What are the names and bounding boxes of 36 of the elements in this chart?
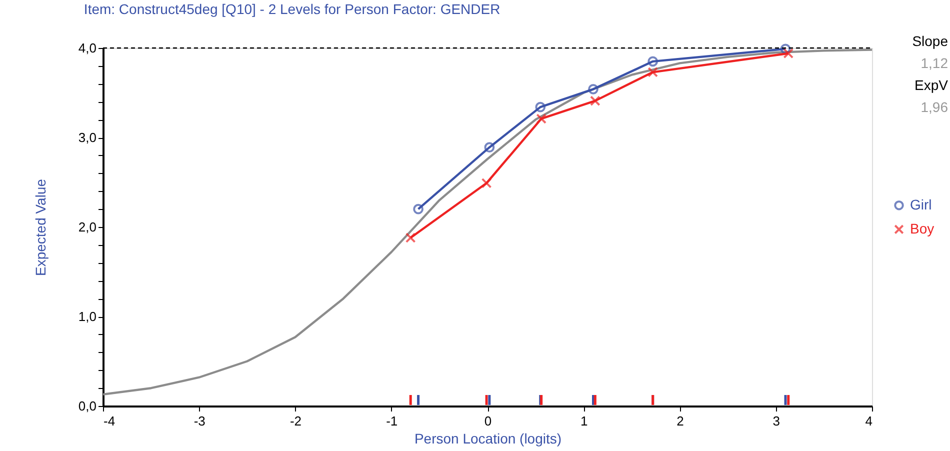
y-axis-title: Expected Value bbox=[32, 178, 48, 276]
point bbox=[648, 66, 658, 78]
text: ExpV bbox=[914, 77, 949, 93]
y-tick-label: 1,0 bbox=[78, 309, 96, 324]
x-tick-label: -2 bbox=[290, 414, 302, 428]
point bbox=[588, 84, 598, 94]
x-tick-label: -3 bbox=[194, 414, 206, 428]
x-tick-label: 3 bbox=[772, 414, 780, 428]
x-tick-label: 1 bbox=[580, 414, 588, 428]
point bbox=[783, 48, 794, 59]
chart-title: Item: Construct45deg [Q10] - 2 Levels for Person Factor: GENDER bbox=[84, 1, 500, 17]
x-tick-label: -4 bbox=[104, 414, 116, 428]
y-tick-label: 4,0 bbox=[78, 40, 96, 56]
text: Slope bbox=[912, 33, 948, 49]
text: 1,12 bbox=[920, 55, 948, 71]
text: 1,96 bbox=[920, 99, 948, 115]
point bbox=[413, 204, 424, 214]
point bbox=[648, 56, 658, 67]
y-tick-label: 0,0 bbox=[78, 398, 96, 414]
point bbox=[590, 96, 600, 106]
y-tick-label: 3,0 bbox=[78, 130, 96, 145]
legend-label: Boy bbox=[910, 220, 934, 236]
x-axis-title: Person Location (logits) bbox=[414, 430, 562, 446]
x-tick-label: 0 bbox=[484, 414, 492, 428]
point bbox=[405, 232, 416, 243]
point bbox=[536, 114, 547, 124]
x-tick-label: 4 bbox=[865, 414, 872, 428]
point bbox=[481, 178, 492, 188]
x-tick-label: 2 bbox=[676, 414, 684, 428]
point bbox=[535, 102, 546, 112]
x-tick-label: -1 bbox=[386, 414, 398, 428]
legend-label: Girl bbox=[910, 196, 932, 212]
point bbox=[780, 44, 791, 54]
point bbox=[484, 142, 495, 153]
y-tick-label: 2,0 bbox=[78, 220, 96, 234]
line-series bbox=[103, 48, 872, 396]
